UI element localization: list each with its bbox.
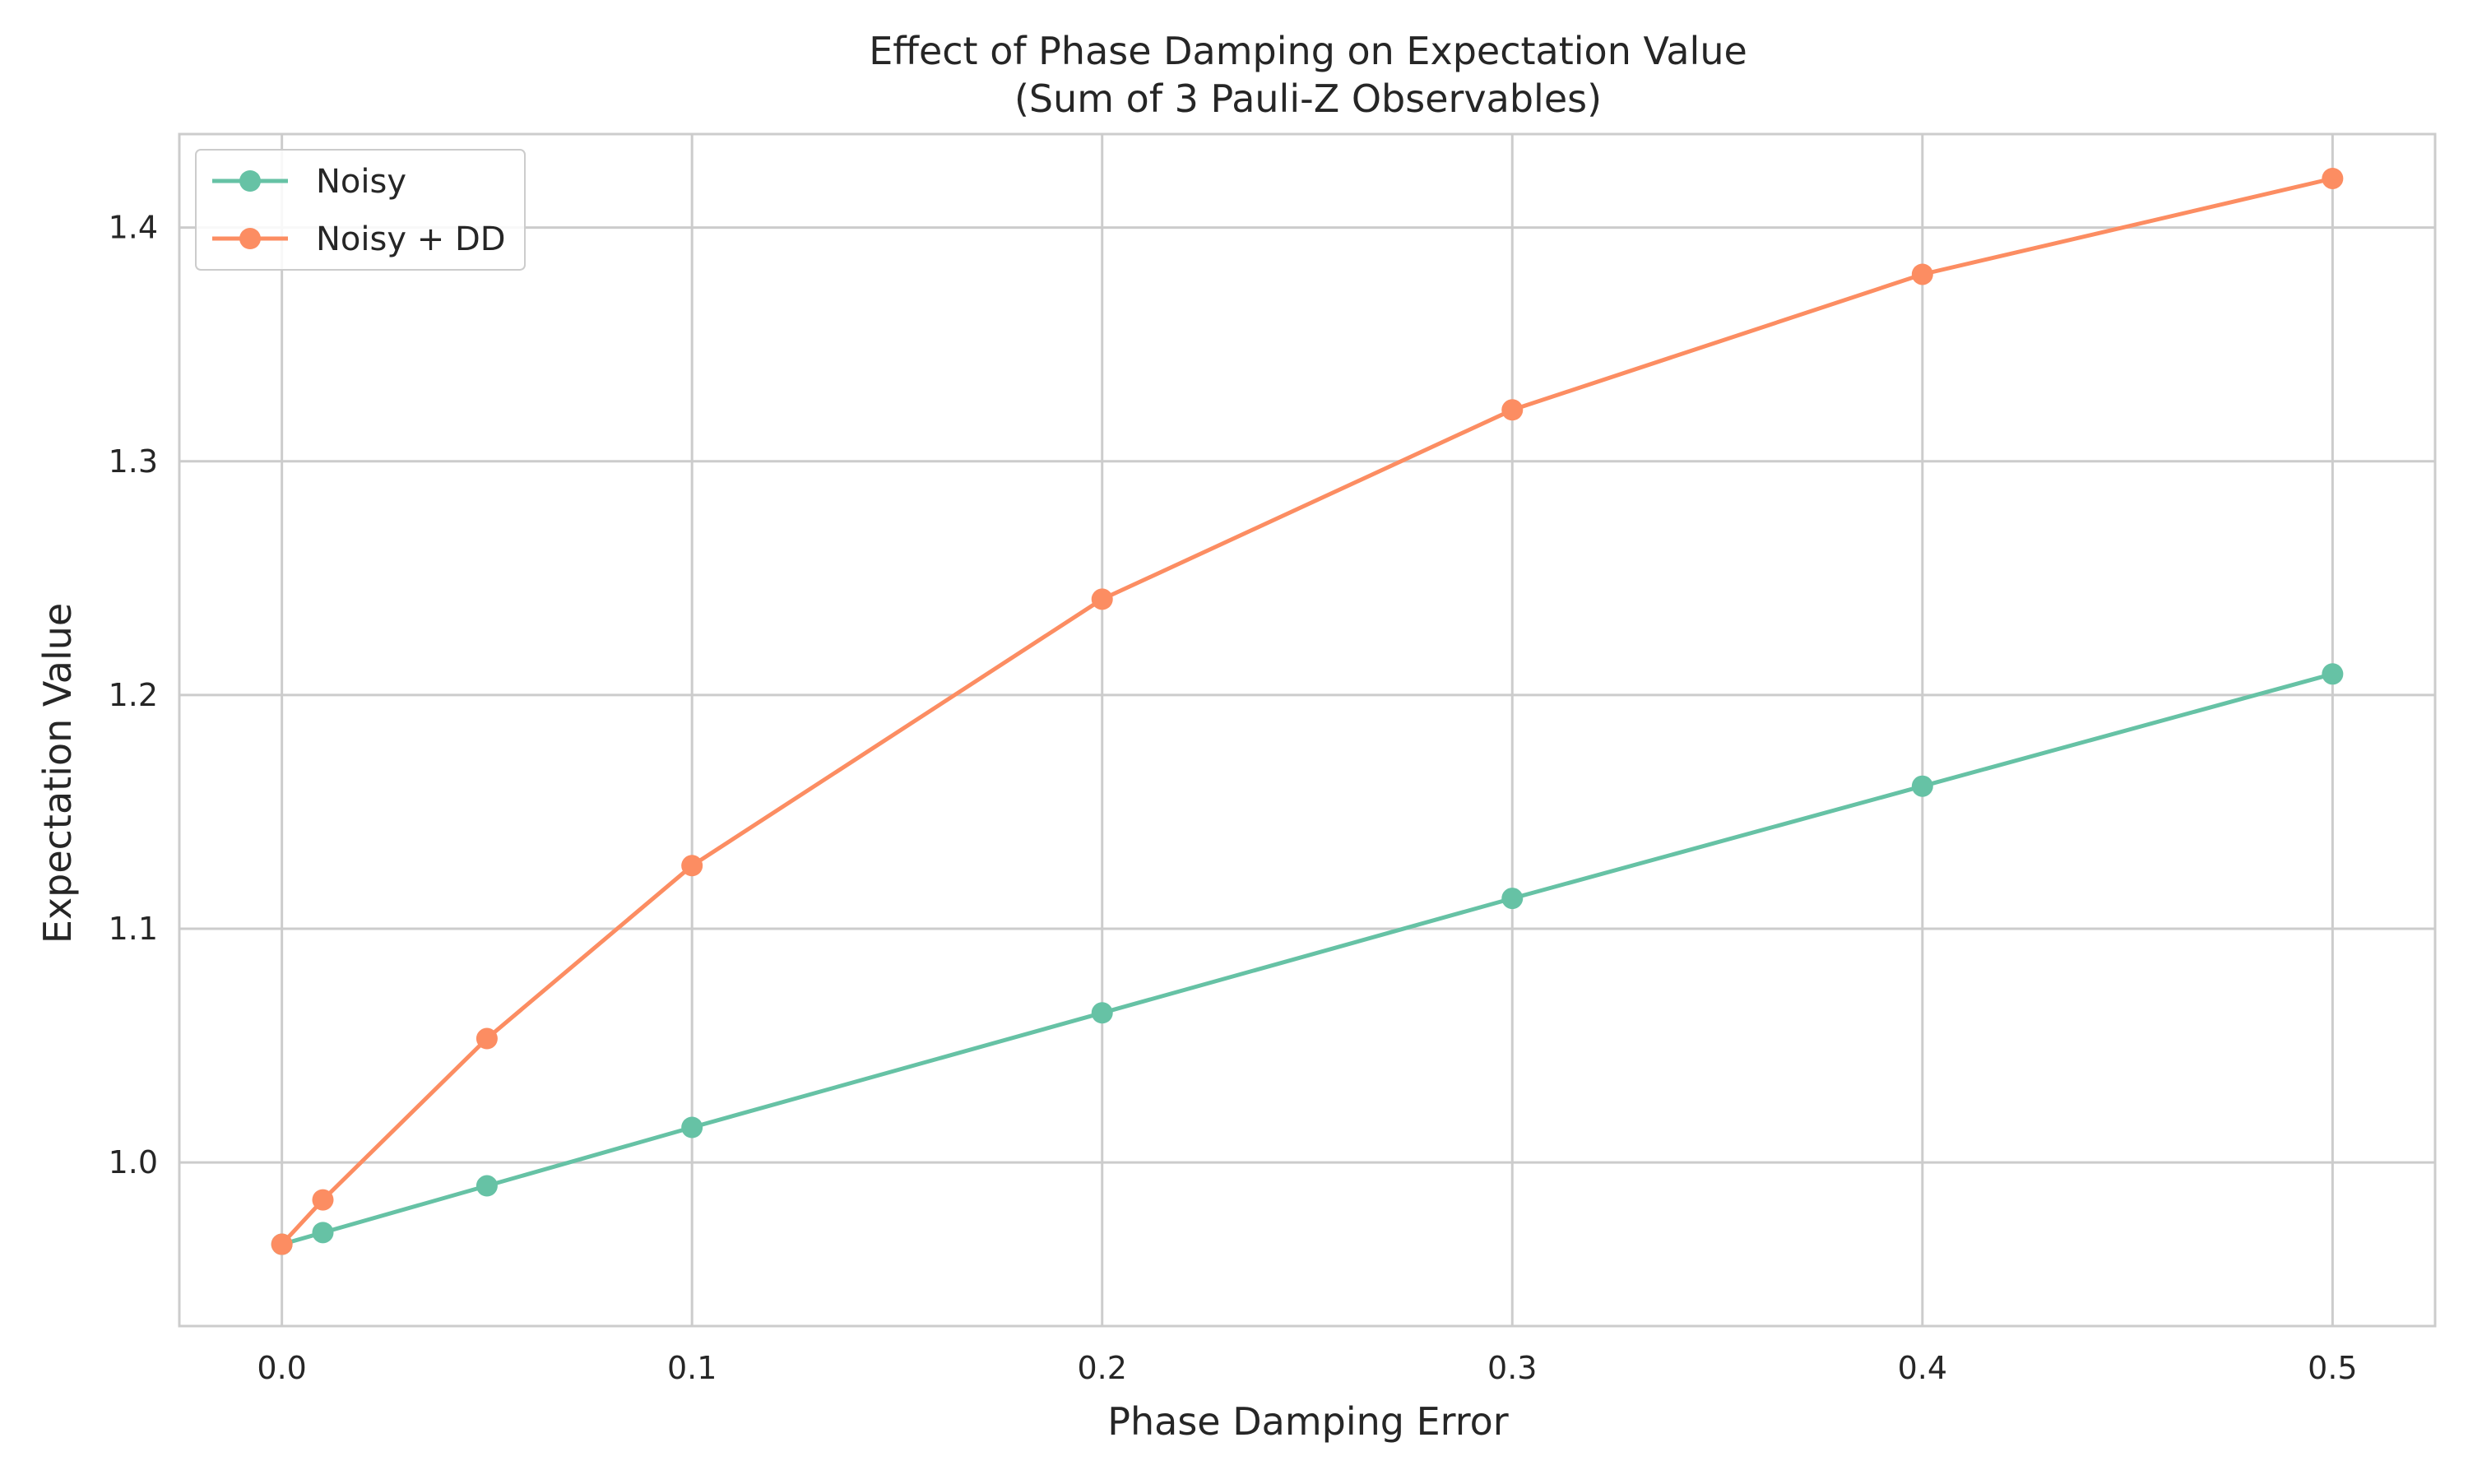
data-point-noisy <box>1911 775 1933 797</box>
series-layer <box>271 167 2344 1255</box>
chart-subtitle: (Sum of 3 Pauli-Z Observables) <box>1014 77 1602 121</box>
y-tick-label: 1.2 <box>109 677 158 713</box>
x-axis-label: Phase Damping Error <box>1107 1399 1509 1444</box>
data-point-noisy <box>1091 1002 1113 1024</box>
series-line-noisy-dd <box>280 176 2335 1247</box>
data-point-noisy <box>681 1116 703 1139</box>
data-point-noisy-dd <box>2322 167 2344 189</box>
data-point-noisy-dd <box>312 1189 334 1211</box>
legend-entry-noisy-dd: Noisy + DD <box>212 220 506 258</box>
x-tick-label: 0.2 <box>1078 1350 1127 1386</box>
legend-marker <box>239 228 261 249</box>
data-point-noisy-dd <box>476 1027 498 1050</box>
data-point-noisy-dd <box>1501 399 1524 421</box>
x-tick-label: 0.4 <box>1898 1350 1947 1386</box>
legend-marker <box>239 170 261 192</box>
y-tick-label: 1.3 <box>109 443 158 480</box>
tick-labels: 0.0 0.1 0.2 0.3 0.4 0.5 1.0 1.1 1.2 1.3 1.4 <box>109 210 2358 1386</box>
legend-label: Noisy <box>316 163 406 201</box>
x-tick-label: 0.1 <box>667 1350 717 1386</box>
y-tick-label: 1.1 <box>109 911 158 947</box>
series-noisy-dd <box>271 167 2344 1255</box>
legend: Noisy Noisy + DD <box>195 149 526 271</box>
plot-frame <box>178 132 2437 1328</box>
series-line-noisy <box>280 671 2335 1247</box>
y-tick-label: 1.0 <box>109 1144 158 1180</box>
data-point-noisy-dd <box>1911 263 1933 285</box>
y-tick-label: 1.4 <box>109 210 158 246</box>
data-point-noisy <box>312 1222 334 1244</box>
y-axis-label: Expectation Value <box>35 603 80 944</box>
data-point-noisy-dd <box>1091 588 1113 610</box>
data-point-noisy <box>1501 888 1524 910</box>
data-point-noisy-dd <box>681 855 703 877</box>
legend-entry-noisy: Noisy <box>212 163 406 201</box>
grid <box>179 134 2435 1326</box>
data-point-noisy <box>476 1175 498 1197</box>
chart-title: Effect of Phase Damping on Expectation V… <box>869 29 1747 73</box>
x-tick-label: 0.3 <box>1487 1350 1537 1386</box>
x-tick-label: 0.5 <box>2308 1350 2357 1386</box>
x-tick-label: 0.0 <box>257 1350 306 1386</box>
data-point-noisy-dd <box>271 1233 293 1255</box>
data-point-noisy <box>2322 663 2344 685</box>
legend-label: Noisy + DD <box>316 220 506 258</box>
legend-entries: Noisy Noisy + DD <box>212 163 506 258</box>
